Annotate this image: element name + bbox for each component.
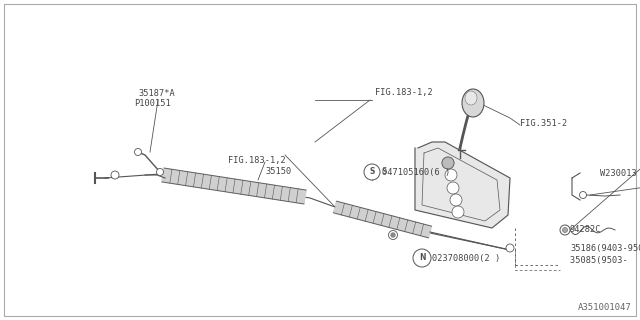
Circle shape (506, 244, 514, 252)
Text: FIG.183-1,2: FIG.183-1,2 (375, 89, 433, 98)
Circle shape (364, 164, 380, 180)
Circle shape (111, 171, 119, 179)
Text: FIG.183-1,2: FIG.183-1,2 (228, 156, 285, 164)
Text: 35085(9503-       ): 35085(9503- ) (570, 257, 640, 266)
Circle shape (442, 157, 454, 169)
Text: 94282C: 94282C (570, 226, 602, 235)
Text: 35187*A: 35187*A (138, 89, 175, 98)
Circle shape (442, 157, 454, 169)
Circle shape (388, 230, 397, 239)
Text: FIG.351-2: FIG.351-2 (520, 119, 567, 129)
Ellipse shape (462, 89, 484, 117)
Circle shape (579, 191, 586, 198)
Polygon shape (333, 201, 431, 238)
Circle shape (450, 194, 462, 206)
Text: 35150: 35150 (265, 167, 291, 177)
Ellipse shape (465, 91, 477, 105)
Text: 047105160(6 ): 047105160(6 ) (382, 167, 451, 177)
Text: W230013: W230013 (600, 170, 637, 179)
Circle shape (447, 182, 459, 194)
Text: 023708000(2 ): 023708000(2 ) (432, 254, 500, 263)
Circle shape (413, 249, 431, 267)
Text: S: S (369, 167, 374, 177)
Circle shape (563, 228, 568, 233)
Polygon shape (162, 168, 306, 204)
Circle shape (452, 206, 464, 218)
Text: N: N (419, 253, 425, 262)
Circle shape (157, 169, 163, 175)
Text: 35186(9403-9502): 35186(9403-9502) (570, 244, 640, 252)
Circle shape (560, 225, 570, 235)
Text: A351001047: A351001047 (579, 303, 632, 312)
Text: P100151: P100151 (134, 100, 171, 108)
Polygon shape (415, 142, 510, 228)
Circle shape (134, 148, 141, 156)
Circle shape (445, 169, 457, 181)
Text: S: S (381, 167, 387, 177)
Circle shape (391, 233, 395, 237)
